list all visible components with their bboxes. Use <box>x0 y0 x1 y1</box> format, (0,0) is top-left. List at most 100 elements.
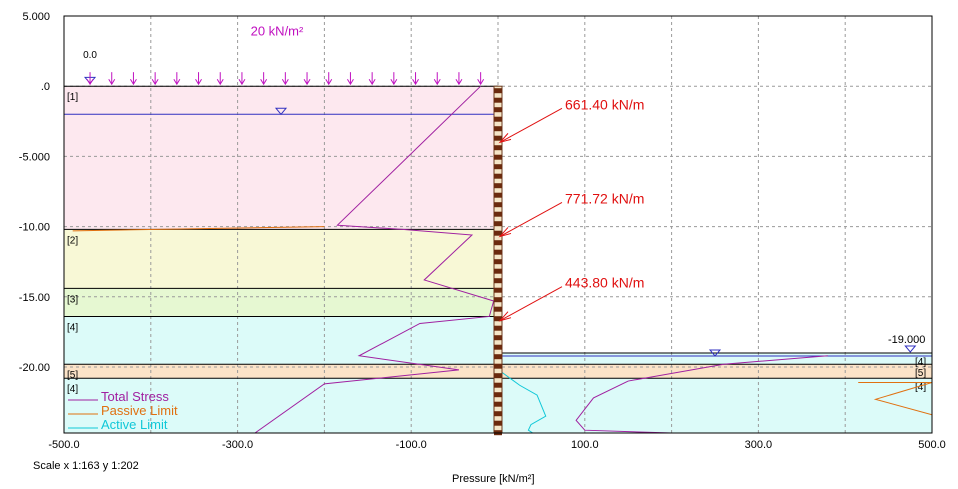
wall-segment-20 <box>494 278 502 284</box>
wall-segment-33 <box>494 401 502 407</box>
surcharge-arrowhead-1 <box>108 78 116 86</box>
series-line-1 <box>72 226 325 232</box>
wall-segment-34 <box>494 411 502 417</box>
wall-segment-19 <box>494 268 502 274</box>
right-ground-level-label: -19.000 <box>888 334 925 346</box>
wall-segment-4 <box>494 126 502 132</box>
scale-label: Scale x 1:163 y 1:202 <box>33 460 139 472</box>
wall-segment-27 <box>494 344 502 350</box>
x-tick-label-1: -300.0 <box>222 439 253 451</box>
layer-label-left-5: [4] <box>67 384 78 395</box>
surcharge-label: 20 kN/m² <box>251 24 304 39</box>
layer-label-left-1: [2] <box>67 235 78 246</box>
surcharge-arrowhead-15 <box>412 78 419 86</box>
surcharge-arrowhead-14 <box>390 78 398 86</box>
soil-layer-left-1 <box>64 229 498 289</box>
wall-segment-26 <box>494 335 502 341</box>
wall-segment-10 <box>494 183 502 189</box>
layer-label-left-0: [1] <box>67 92 78 103</box>
anchor-arrowhead-1 <box>498 227 512 238</box>
y-tick-label-4: -15.00 <box>19 292 50 304</box>
soil-layer-left-5 <box>64 378 498 433</box>
layer-label-left-3: [4] <box>67 322 78 333</box>
layer-label-right-2: [4] <box>915 382 926 393</box>
surcharge-arrowhead-2 <box>130 78 137 86</box>
y-tick-label-0: 5.000 <box>22 11 50 23</box>
series-line-4 <box>858 381 932 416</box>
wall-segment-30 <box>494 373 502 379</box>
layer-label-left-4: [5] <box>67 370 78 381</box>
surcharge-arrowhead-12 <box>347 78 354 86</box>
y-tick-label-3: -10.00 <box>19 222 50 234</box>
layer-label-left-2: [3] <box>67 294 78 305</box>
soil-layer-left-0 <box>64 86 498 230</box>
x-tick-label-5: 500.0 <box>918 439 946 451</box>
wall-segment-31 <box>494 382 502 388</box>
layer-label-right-0: [4] <box>915 357 926 368</box>
wall-segment-14 <box>494 221 502 227</box>
wall-segment-23 <box>494 306 502 312</box>
soil-layer-right-0 <box>498 352 932 365</box>
surcharge-arrowhead-11 <box>325 78 333 86</box>
anchor-arrowhead-2 <box>498 311 512 322</box>
wall-segment-15 <box>494 230 502 236</box>
surcharge-arrowhead-5 <box>195 78 202 86</box>
anchor-force-label-1: 771.72 kN/m <box>565 190 644 206</box>
wall-segment-2 <box>494 107 502 113</box>
x-tick-label-3: 100.0 <box>571 439 599 451</box>
series-line-3 <box>575 355 828 433</box>
anchor-line-0 <box>499 107 563 143</box>
wall-segment-5 <box>494 135 502 141</box>
wall-segment-35 <box>494 420 502 426</box>
x-axis-title: Pressure [kN/m²] <box>452 473 535 485</box>
wall-segment-28 <box>494 354 502 360</box>
series-line-2 <box>502 372 547 433</box>
surcharge-arrowhead-16 <box>433 78 441 86</box>
surcharge-arrowhead-8 <box>260 78 268 86</box>
wall-segment-1 <box>494 97 502 103</box>
surcharge-arrowhead-10 <box>303 78 311 86</box>
surcharge-arrowhead-17 <box>455 78 463 86</box>
surcharge-arrowhead-0 <box>86 78 94 86</box>
wall-segment-3 <box>494 116 502 122</box>
surcharge-arrowhead-4 <box>173 78 181 86</box>
ground-marker-right <box>904 345 917 353</box>
plot-frame <box>63 15 933 434</box>
legend-label-0: Total Stress <box>101 389 169 404</box>
anchor-arrowhead-0 <box>498 133 512 144</box>
wall-segment-29 <box>494 363 502 369</box>
surcharge-arrowhead-13 <box>368 78 376 86</box>
anchor-line-1 <box>499 201 563 237</box>
y-tick-label-1: .0 <box>41 81 50 93</box>
wall-segment-0 <box>494 88 502 94</box>
wall-segment-12 <box>494 202 502 208</box>
wall-segment-13 <box>494 211 502 217</box>
wall-segment-17 <box>494 249 502 255</box>
surcharge-arrowhead-6 <box>216 78 224 86</box>
water-table-marker-left <box>274 107 288 116</box>
wall-segment-6 <box>494 145 502 151</box>
wall-segment-8 <box>494 164 502 170</box>
y-tick-label-2: -5.000 <box>19 151 50 163</box>
wall-segment-25 <box>494 325 502 331</box>
surcharge-arrowhead-7 <box>238 78 246 86</box>
soil-layer-left-3 <box>64 316 498 365</box>
soil-layer-right-1 <box>498 364 932 379</box>
y-tick-label-5: -20.00 <box>19 362 50 374</box>
wall-segment-21 <box>494 287 502 293</box>
anchor-force-label-0: 661.40 kN/m <box>565 96 644 112</box>
anchor-force-label-2: 443.80 kN/m <box>565 275 644 291</box>
surcharge-arrowhead-3 <box>151 78 159 86</box>
surcharge-arrowhead-9 <box>281 78 289 86</box>
soil-layer-left-4 <box>64 364 498 379</box>
wall-segment-9 <box>494 173 502 179</box>
legend-label-1: Passive Limit <box>101 403 178 418</box>
x-tick-label-2: -100.0 <box>396 439 427 451</box>
wall-segment-18 <box>494 259 502 265</box>
wall-segment-16 <box>494 240 502 246</box>
wall-segment-24 <box>494 316 502 322</box>
anchor-line-2 <box>499 286 563 322</box>
legend-label-2: Active Limit <box>101 417 168 432</box>
water-table-marker-right <box>708 349 722 357</box>
